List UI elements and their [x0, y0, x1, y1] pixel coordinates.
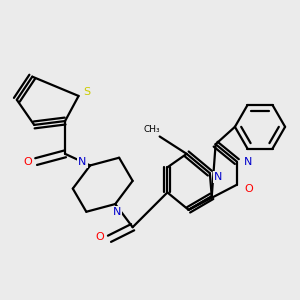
Text: O: O: [95, 232, 104, 242]
Text: N: N: [244, 157, 252, 166]
Text: O: O: [244, 184, 253, 194]
Text: S: S: [83, 87, 91, 97]
Text: N: N: [78, 158, 87, 167]
Text: CH₃: CH₃: [144, 125, 160, 134]
Text: O: O: [23, 157, 32, 166]
Text: N: N: [214, 172, 223, 182]
Text: N: N: [113, 207, 122, 217]
